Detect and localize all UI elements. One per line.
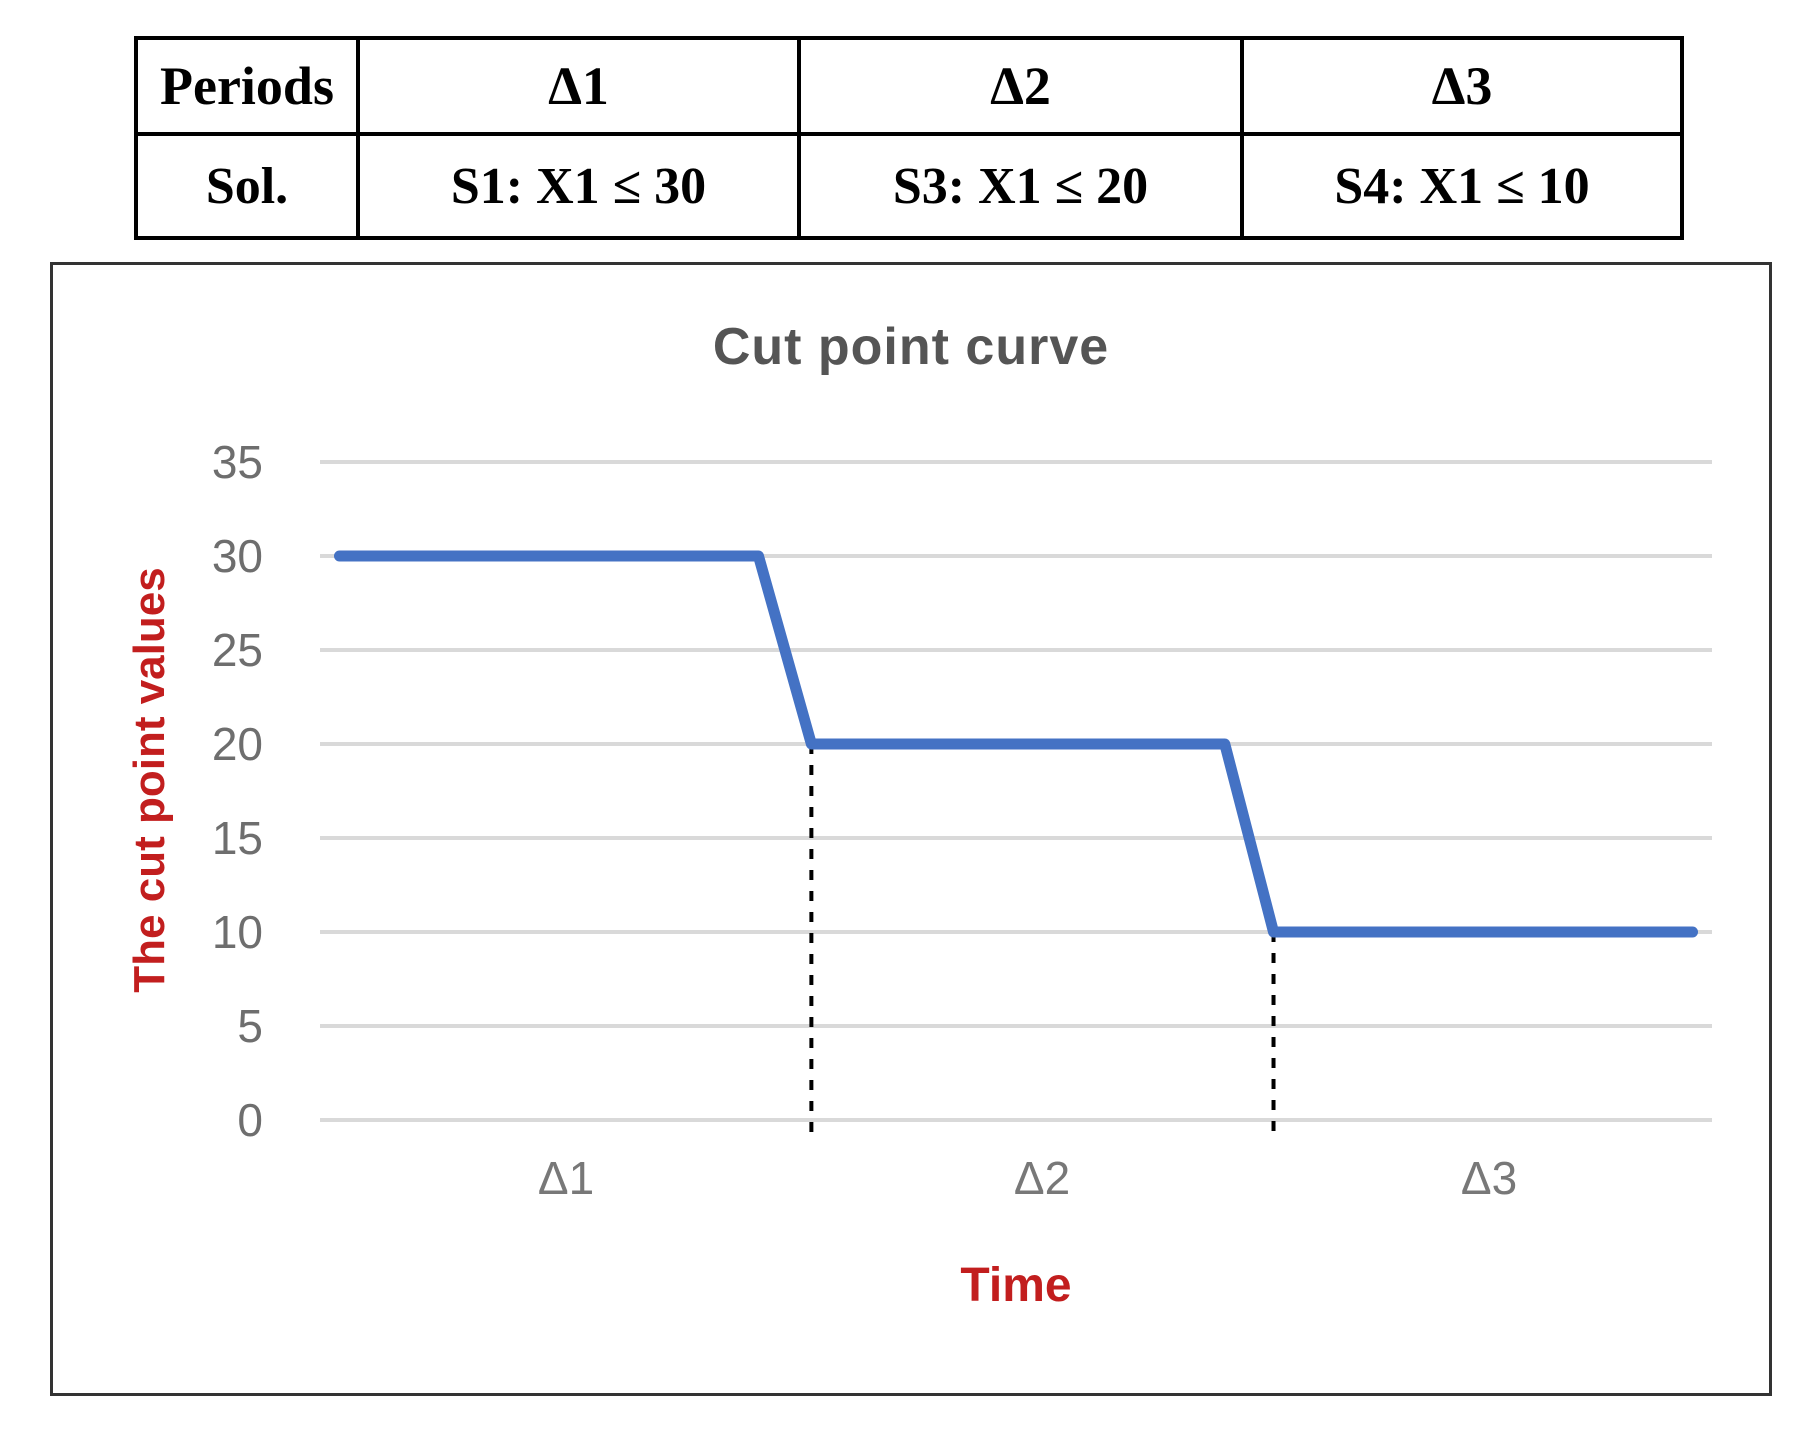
table-cell-solution-3: S4: X1 ≤ 10 xyxy=(1240,132,1684,240)
y-tick-20: 20 xyxy=(211,718,263,770)
y-tick-10: 10 xyxy=(211,906,263,958)
x-tick-delta1: Δ1 xyxy=(537,1152,595,1204)
y-tick-30: 30 xyxy=(211,530,263,582)
table-cell-solution-2: S3: X1 ≤ 20 xyxy=(797,132,1244,240)
table-solution-row: Sol. S1: X1 ≤ 30 S3: X1 ≤ 20 S4: X1 ≤ 10 xyxy=(134,132,1684,240)
table-header-delta2: Δ2 xyxy=(797,36,1244,136)
table-cell-sol: Sol. xyxy=(134,132,360,240)
y-axis-title: The cut point values xyxy=(125,567,174,993)
periods-solutions-table: Periods Δ1 Δ2 Δ3 Sol. S1: X1 ≤ 30 S3: X1… xyxy=(134,36,1684,240)
cut-point-chart: Cut point curve 35 30 25 20 15 10 5 0 Δ1… xyxy=(50,262,1772,1396)
y-tick-25: 25 xyxy=(211,624,263,676)
plot-svg xyxy=(320,460,1712,1140)
y-tick-0: 0 xyxy=(237,1094,263,1146)
x-axis-title: Time xyxy=(960,1259,1072,1312)
table-cell-solution-1: S1: X1 ≤ 30 xyxy=(356,132,801,240)
cut-point-series-line xyxy=(333,550,1699,938)
x-tick-delta2: Δ2 xyxy=(1013,1152,1071,1204)
table-header-delta1: Δ1 xyxy=(356,36,801,136)
y-tick-35: 35 xyxy=(211,436,263,488)
table-header-periods: Periods xyxy=(134,36,360,136)
x-tick-delta3: Δ3 xyxy=(1460,1152,1518,1204)
y-tick-5: 5 xyxy=(237,1000,263,1052)
y-tick-15: 15 xyxy=(211,812,263,864)
table-header-row: Periods Δ1 Δ2 Δ3 xyxy=(134,36,1684,136)
table-header-delta3: Δ3 xyxy=(1240,36,1684,136)
chart-title: Cut point curve xyxy=(712,318,1110,376)
